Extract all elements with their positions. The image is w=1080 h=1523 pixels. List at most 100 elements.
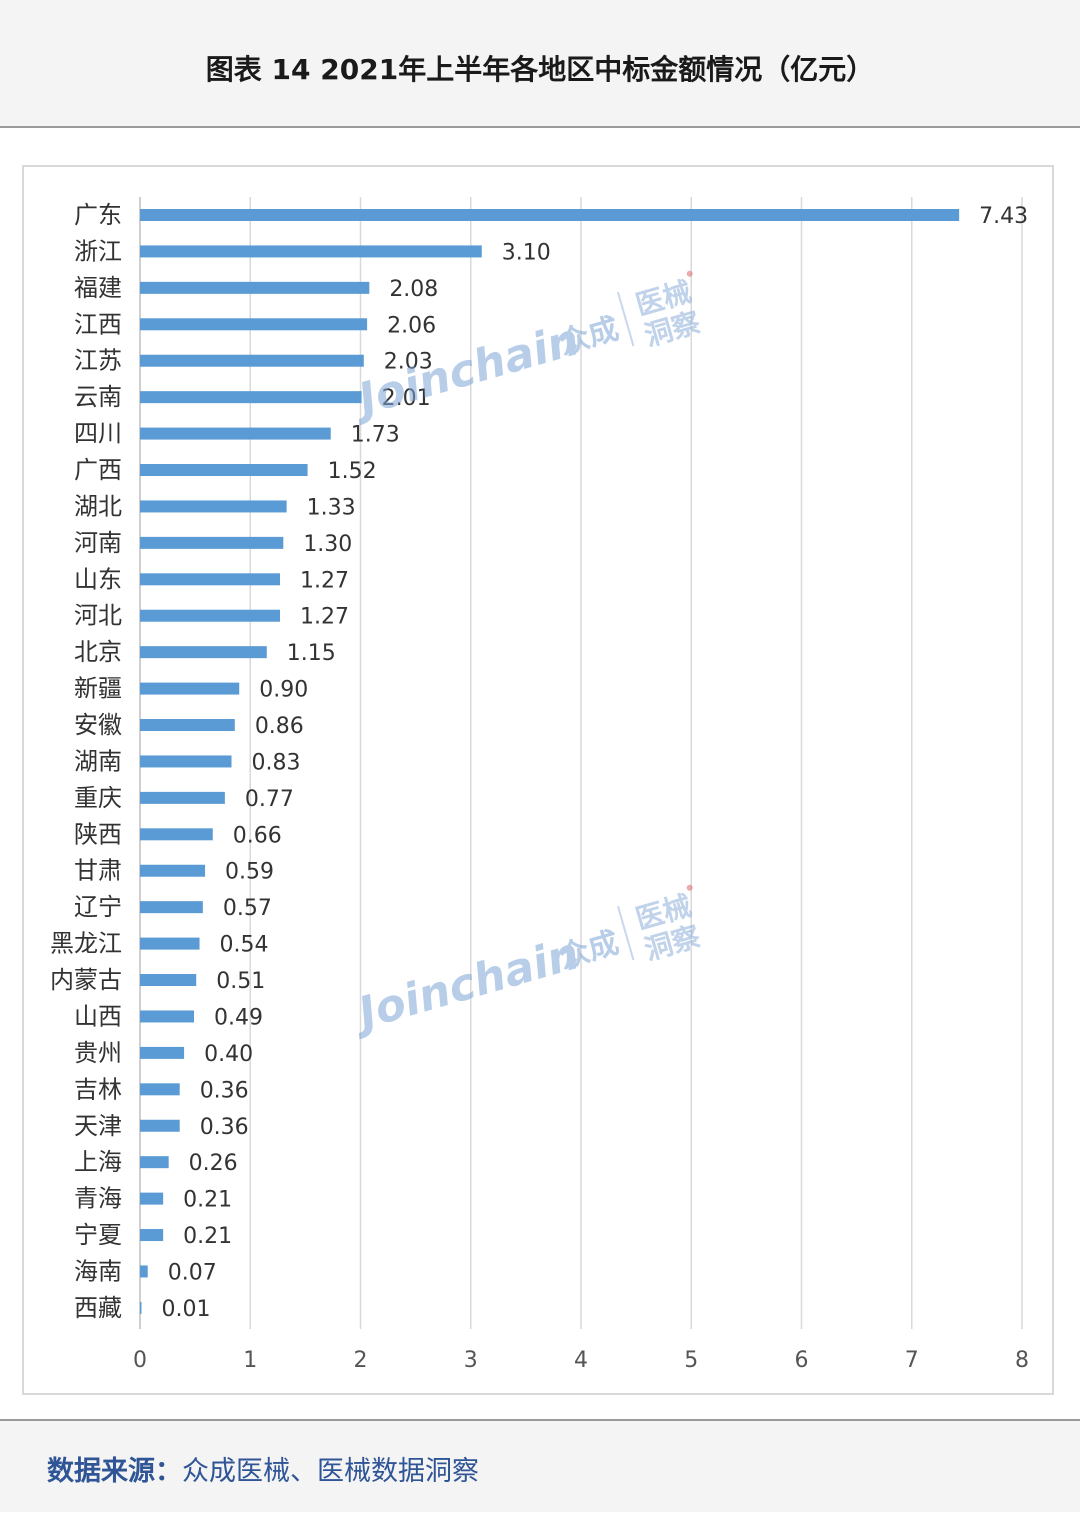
bar [140, 464, 308, 477]
data-label: 2.06 [387, 313, 436, 338]
data-source: 数据来源：众成医械、医械数据洞察 [47, 1421, 479, 1514]
data-label: 2.08 [389, 277, 438, 302]
bar [140, 573, 281, 586]
data-label: 0.36 [200, 1078, 249, 1103]
data-label: 0.36 [200, 1115, 249, 1140]
category-label: 浙江 [74, 237, 122, 265]
category-label: 宁夏 [74, 1221, 122, 1249]
bar [140, 682, 240, 695]
data-label: 0.77 [245, 787, 294, 812]
category-label: 湖南 [74, 747, 122, 775]
bar [140, 864, 206, 877]
category-label: 青海 [74, 1185, 122, 1213]
bar [140, 245, 482, 258]
data-label: 0.07 [168, 1260, 217, 1285]
bar-chart: 0 1 2 3 4 5 6 7 8 广东 7.43 浙江 3.10 福建 2.08 江西 2.06 江苏 2.03 云… [50, 197, 1029, 1373]
bar [140, 755, 232, 768]
data-label: 0.21 [183, 1224, 232, 1249]
category-label: 天津 [74, 1112, 122, 1140]
data-label: 0.83 [252, 750, 301, 775]
bar [140, 719, 235, 732]
data-label: 1.52 [328, 459, 377, 484]
x-tick-label: 5 [684, 1348, 698, 1373]
bar [140, 646, 267, 659]
bar [140, 1119, 180, 1132]
category-label: 福建 [74, 274, 122, 302]
category-label: 湖北 [74, 492, 122, 520]
data-label: 0.86 [255, 714, 304, 739]
data-label: 7.43 [979, 204, 1028, 229]
bar [140, 1192, 164, 1205]
watermark-dot [686, 270, 693, 277]
bar [140, 1229, 164, 1242]
category-label: 新疆 [74, 675, 122, 703]
category-label: 重庆 [74, 784, 122, 812]
chart-frame: 0 1 2 3 4 5 6 7 8 广东 7.43 浙江 3.10 福建 2.08 江西 2.06 江苏 2.03 云… [22, 165, 1054, 1395]
x-tick-label: 4 [574, 1348, 588, 1373]
bar [140, 1046, 185, 1059]
source-label: 数据来源： [47, 1456, 182, 1487]
category-label: 内蒙古 [50, 966, 122, 994]
bar [140, 937, 200, 950]
category-label: 江西 [74, 310, 122, 338]
bar [140, 828, 213, 841]
bar [140, 609, 281, 622]
category-label: 云南 [74, 383, 122, 411]
data-label: 0.26 [189, 1151, 238, 1176]
bar [140, 1010, 195, 1023]
category-label: 河南 [74, 529, 122, 557]
bar [140, 391, 362, 404]
category-label: 广西 [74, 456, 122, 484]
watermark-brand: Joinchain [345, 928, 584, 1042]
bar [140, 1265, 148, 1278]
category-label: 山西 [74, 1002, 122, 1030]
category-label: 安徽 [74, 711, 122, 739]
data-label: 2.01 [382, 386, 431, 411]
category-label: 贵州 [74, 1039, 122, 1067]
category-label: 江苏 [74, 347, 122, 375]
data-label: 0.49 [214, 1005, 263, 1030]
source-text: 众成医械、医械数据洞察 [182, 1456, 479, 1487]
data-label: 0.57 [223, 896, 272, 921]
watermark-brand: Joinchain [345, 314, 584, 428]
category-label: 甘肃 [74, 857, 122, 885]
data-label: 1.73 [351, 423, 400, 448]
x-tick-label: 1 [243, 1348, 257, 1373]
category-label: 北京 [74, 638, 122, 666]
bar [140, 281, 370, 294]
category-label: 辽宁 [74, 893, 122, 921]
x-tick-label: 3 [464, 1348, 478, 1373]
bar [140, 974, 197, 987]
category-label: 广东 [74, 201, 122, 229]
data-label: 0.51 [216, 969, 265, 994]
category-label: 黑龙江 [50, 930, 122, 958]
x-tick-label: 6 [795, 1348, 809, 1373]
bar [140, 354, 364, 367]
bar [140, 1083, 180, 1096]
data-label: 3.10 [502, 240, 551, 265]
x-tick-label: 0 [133, 1348, 147, 1373]
bar [140, 536, 284, 549]
category-label: 西藏 [74, 1294, 122, 1322]
category-label: 四川 [74, 420, 122, 448]
bar [140, 500, 287, 513]
category-label: 山东 [74, 565, 122, 593]
data-label: 0.90 [259, 678, 308, 703]
bar [140, 209, 960, 221]
data-label: 1.15 [287, 641, 336, 666]
x-tick-label: 2 [354, 1348, 368, 1373]
data-label: 2.03 [384, 350, 433, 375]
bar [140, 901, 203, 914]
bar [140, 427, 331, 440]
data-label: 1.30 [303, 532, 352, 557]
x-tick-label: 8 [1015, 1348, 1029, 1373]
data-label: 0.59 [225, 860, 274, 885]
watermark-dot [686, 884, 693, 891]
watermark-divider [617, 905, 635, 961]
footer: 数据来源：众成医械、医械数据洞察 [0, 1419, 1080, 1512]
data-label: 0.21 [183, 1188, 232, 1213]
category-label: 上海 [74, 1148, 122, 1176]
bar [140, 791, 225, 804]
data-label: 0.01 [162, 1297, 211, 1322]
data-label: 1.27 [300, 605, 349, 630]
